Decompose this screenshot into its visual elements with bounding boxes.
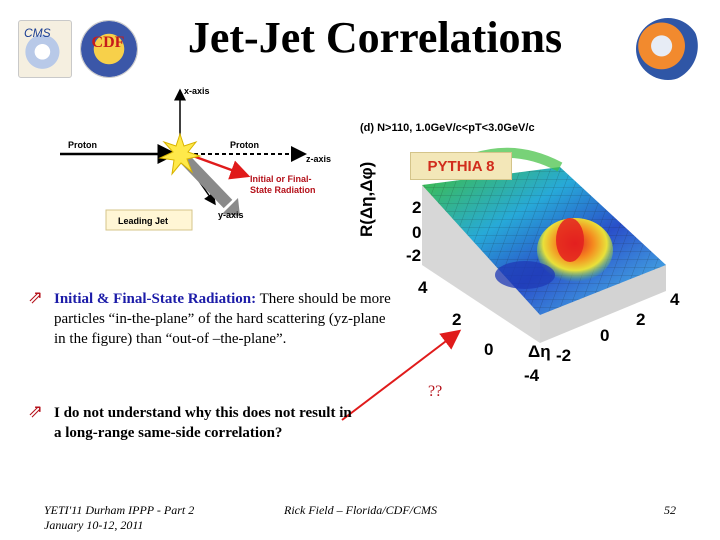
uf-logo	[636, 18, 700, 80]
bullet-2-text: I do not understand why this does not re…	[54, 405, 352, 441]
cdf-logo-text: CDF	[91, 34, 125, 51]
phi-tick-1: 4	[418, 278, 428, 297]
annotation-arrow	[341, 329, 462, 421]
radiation-label-line1: Initial or Final-	[250, 174, 312, 184]
surface-valley	[495, 261, 555, 289]
z-tick-1: 2	[412, 198, 421, 217]
bullet-2-icon: ⇗	[28, 401, 44, 422]
leading-jet-arrowhead	[222, 198, 240, 216]
x-axis-label: x-axis	[184, 86, 210, 96]
correlation-surface-plot: R(Δη,Δφ) 2 0 -2 4 2 0 4 2 0 -2 -4 Δη	[360, 147, 680, 385]
cms-logo	[18, 20, 72, 78]
cdf-logo	[80, 20, 138, 78]
eta-tick-4: -2	[556, 346, 571, 365]
bullet-2: I do not understand why this does not re…	[54, 403, 359, 443]
eta-tick-5: -4	[524, 366, 540, 385]
phi-tick-2: 2	[452, 310, 461, 329]
y-axis-label: y-axis	[218, 210, 244, 220]
bullet-1-lead: Initial & Final-State Radiation:	[54, 291, 257, 307]
phi-tick-3: 0	[484, 340, 493, 359]
bullet-1-text: There should be more particles “in-the-p…	[54, 291, 391, 347]
leading-jet-label: Leading Jet	[118, 216, 168, 226]
eta-axis-title: Δη	[528, 342, 551, 361]
jet-radiation-diagram: x-axis Proton Proton z-axis Initial or F…	[60, 86, 331, 231]
z-tick-2: 0	[412, 223, 421, 242]
plot-title: (d) N>110, 1.0GeV/c<pT<3.0GeV/c	[360, 122, 535, 134]
z-tick-3: -2	[406, 246, 421, 265]
footer-author: Rick Field – Florida/CDF/CMS	[284, 503, 437, 517]
z-axis-title: R(Δη,Δφ)	[360, 162, 376, 237]
eta-tick-1: 4	[670, 290, 680, 309]
eta-tick-2: 2	[636, 310, 645, 329]
z-axis-label: z-axis	[306, 154, 331, 164]
collision-star	[158, 132, 202, 176]
radiation-label-line2: State Radiation	[250, 185, 316, 195]
footer-event: YETI'11 Durham IPPP - Part 2	[44, 503, 195, 517]
leading-jet-box	[105, 209, 193, 231]
page-number: 52	[664, 503, 676, 517]
proton-right-label: Proton	[230, 140, 259, 150]
footer-date: January 10-12, 2011	[44, 518, 144, 532]
annotation-arrow-line	[341, 329, 462, 421]
near-side-peak-top	[556, 218, 584, 262]
question-annotation: ??	[428, 383, 443, 400]
surface-front-wall	[422, 185, 540, 343]
proton-left-label: Proton	[68, 140, 97, 150]
pythia-badge: PYTHIA 8	[410, 152, 512, 180]
cms-logo-text: CMS	[24, 26, 51, 40]
footer-left: YETI'11 Durham IPPP - Part 2 January 10-…	[44, 503, 194, 533]
surface-side-wall	[540, 265, 666, 343]
bullet-1: Initial & Final-State Radiation: There s…	[54, 289, 394, 349]
slide-title: Jet-Jet Correlations	[187, 13, 563, 62]
eta-tick-3: 0	[600, 326, 609, 345]
bullet-1-icon: ⇗	[28, 287, 44, 308]
